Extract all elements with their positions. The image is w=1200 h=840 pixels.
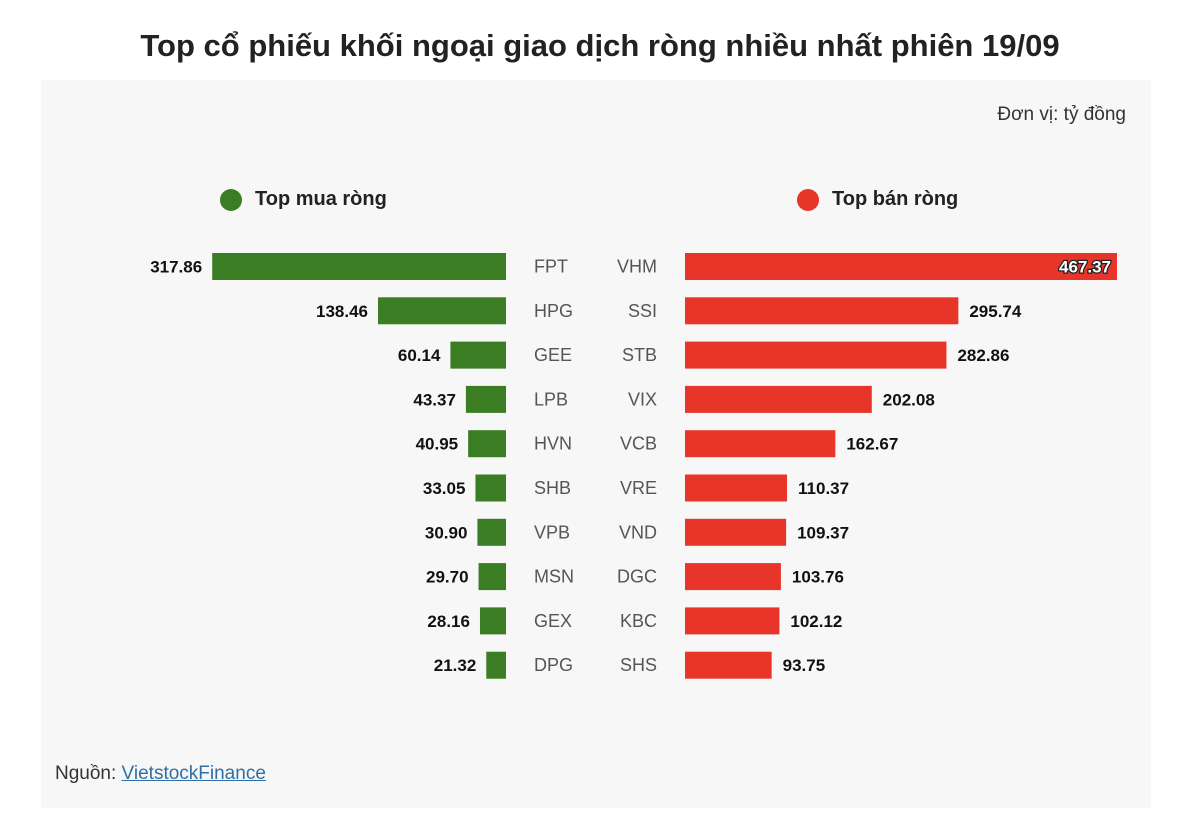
ticker-sell-vix: VIX (628, 389, 657, 409)
ticker-buy-dpg: DPG (534, 655, 573, 675)
value-label-sell-vhm: 467.37 (1059, 258, 1111, 277)
legend-sell-label: Top bán ròng (832, 188, 959, 210)
ticker-buy-msn: MSN (534, 567, 574, 587)
legend-buy-dot (220, 188, 242, 211)
legend-sell: Top bán ròng (797, 188, 958, 211)
bar-buy-dpg (486, 651, 506, 679)
unit-label: Đơn vị: tỷ đồng (997, 104, 1126, 125)
ticker-sell-vcb: VCB (620, 434, 657, 454)
bar-buy-shb (475, 474, 506, 502)
value-label-sell-vcb: 162.67 (846, 435, 898, 454)
ticker-sell-shs: SHS (620, 655, 657, 675)
bar-sell-vhm (685, 253, 1117, 280)
ticker-sell-stb: STB (622, 345, 657, 365)
bar-buy-fpt (212, 253, 507, 280)
ticker-sell-ssi: SSI (628, 301, 657, 321)
ticker-buy-hvn: HVN (534, 434, 572, 454)
value-label-buy-shb: 33.05 (423, 479, 466, 498)
ticker-buy-gee: GEE (534, 345, 572, 365)
bar-buy-msn (478, 563, 506, 591)
value-label-buy-msn: 29.70 (426, 568, 469, 587)
value-label-buy-vpb: 30.90 (425, 523, 468, 542)
bar-sell-stb (685, 341, 947, 369)
bar-buy-gex (479, 607, 506, 635)
legend-sell-dot (797, 188, 819, 211)
value-label-buy-hpg: 138.46 (316, 302, 368, 321)
value-label-sell-dgc: 103.76 (792, 568, 844, 587)
bar-sell-vnd (685, 518, 787, 546)
ticker-buy-lpb: LPB (534, 389, 568, 409)
value-label-buy-hvn: 40.95 (416, 435, 459, 454)
bar-sell-vre (685, 474, 788, 502)
ticker-sell-vre: VRE (620, 478, 657, 498)
ticker-sell-kbc: KBC (620, 611, 657, 631)
source-link[interactable]: VietstockFinance (121, 763, 266, 784)
ticker-sell-dgc: DGC (617, 567, 657, 587)
bar-buy-gee (450, 341, 506, 369)
source-note: Nguồn: VietstockFinance (55, 763, 266, 785)
value-label-sell-vix: 202.08 (883, 390, 935, 409)
value-label-sell-stb: 282.86 (957, 346, 1009, 365)
value-label-sell-shs: 93.75 (783, 656, 826, 675)
ticker-buy-hpg: HPG (534, 301, 573, 321)
source-prefix: Nguồn: (55, 763, 122, 784)
ticker-sell-vhm: VHM (617, 257, 657, 277)
bar-sell-dgc (685, 563, 781, 591)
bar-sell-shs (685, 651, 772, 679)
ticker-buy-shb: SHB (534, 478, 571, 498)
bar-sell-kbc (685, 607, 780, 635)
value-label-sell-vre: 110.37 (798, 479, 849, 498)
ticker-buy-fpt: FPT (534, 257, 568, 277)
value-label-buy-gex: 28.16 (427, 612, 470, 631)
value-label-sell-ssi: 295.74 (969, 302, 1022, 321)
bar-sell-ssi (685, 297, 959, 325)
bar-sell-vix (685, 385, 872, 413)
ticker-buy-gex: GEX (534, 611, 572, 631)
bar-buy-hpg (378, 297, 506, 325)
legend-buy-label: Top mua ròng (255, 188, 387, 210)
bar-buy-lpb (465, 385, 506, 413)
value-label-buy-lpb: 43.37 (413, 390, 456, 409)
value-label-sell-vnd: 109.37 (797, 523, 849, 542)
bar-buy-vpb (477, 518, 506, 546)
chart-title: Top cổ phiếu khối ngoại giao dịch ròng n… (140, 28, 1060, 63)
ticker-buy-vpb: VPB (534, 522, 570, 542)
ticker-sell-vnd: VND (619, 522, 657, 542)
value-label-buy-dpg: 21.32 (434, 656, 477, 675)
legend-buy: Top mua ròng (220, 188, 387, 211)
bar-buy-hvn (468, 430, 506, 458)
value-label-buy-fpt: 317.86 (150, 258, 202, 277)
bar-sell-vcb (685, 430, 836, 458)
value-label-sell-kbc: 102.12 (790, 612, 842, 631)
value-label-buy-gee: 60.14 (398, 346, 441, 365)
